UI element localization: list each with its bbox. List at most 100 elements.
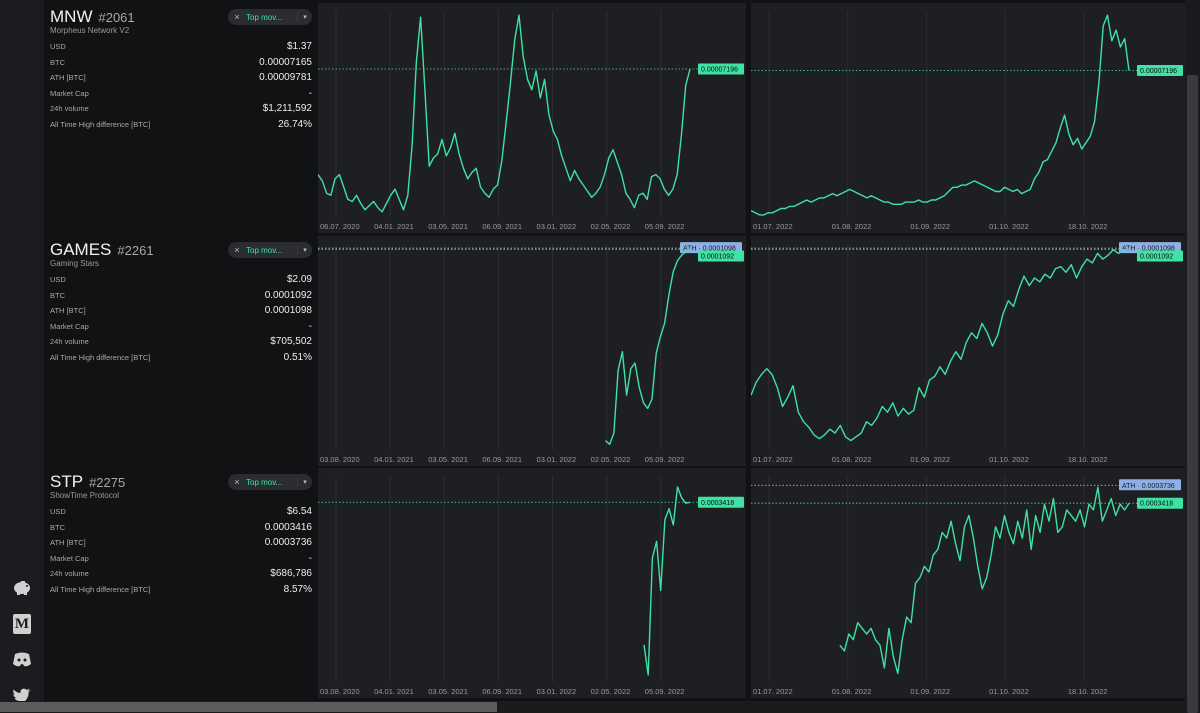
price-tag-label: 0.0001092 <box>1140 254 1173 261</box>
x-tick-label: 18.10. 2022 <box>1068 222 1108 231</box>
close-icon[interactable]: × <box>234 477 240 487</box>
coin-rank: #2061 <box>98 10 135 25</box>
vertical-scrollbar[interactable] <box>1185 0 1200 713</box>
stat-btc: BTC 0.0003416 <box>50 521 312 533</box>
x-tick-label: 03.08. 2020 <box>320 687 360 696</box>
x-tick-label: 01.10. 2022 <box>989 687 1029 696</box>
x-tick-label: 01.09. 2022 <box>910 222 950 231</box>
short-term-chart[interactable]: 01.07. 2022 01.08. 2022 01.09. 2022 01.10. … <box>751 468 1185 698</box>
medium-icon[interactable]: M <box>13 614 31 634</box>
coin-info-panel: MNW #2061 Morpheus Network V2 × Top mov..… <box>44 3 318 236</box>
stat-ath-difference: All Time High difference [BTC] 26.74% <box>50 118 312 130</box>
close-icon[interactable]: × <box>234 245 240 255</box>
price-line <box>643 486 691 676</box>
dropdown-label: Top mov... <box>246 477 283 487</box>
coin-name: Gaming Stars <box>50 259 99 268</box>
x-tick-label: 05.09. 2022 <box>645 687 685 696</box>
scrollbar-thumb[interactable] <box>1187 75 1198 713</box>
ath-tag <box>1119 242 1181 254</box>
ath-tag-label: ATH · 0.0001098 <box>683 246 736 253</box>
x-tick-label: 01.10. 2022 <box>989 222 1029 231</box>
x-tick-label: 01.07. 2022 <box>753 222 793 231</box>
stat-ath-btc: ATH [BTC] 0.00009781 <box>50 72 312 84</box>
x-tick-label: 02.05. 2022 <box>591 455 631 464</box>
piggy-bank-icon[interactable] <box>11 577 33 597</box>
coin-info-panel: STP #2275 ShowTime Protocol × Top mov... … <box>44 468 318 701</box>
x-tick-label: 05.09. 2022 <box>645 222 685 231</box>
chart-svg: 03.08. 2020 04.01. 2021 03.05. 2021 06.09. … <box>318 242 744 464</box>
coin-title: STP #2275 <box>50 472 125 492</box>
price-tag <box>698 496 744 508</box>
coin-row: GAMES #2261 Gaming Stars × Top mov... ▾ U… <box>44 236 1185 469</box>
stat-24h-volume: 24h volume $1,211,592 <box>50 103 312 115</box>
dropdown-label: Top mov... <box>246 245 283 255</box>
short-term-chart[interactable]: 01.07. 2022 01.08. 2022 01.09. 2022 01.10. … <box>751 3 1185 233</box>
x-tick-label: 01.08. 2022 <box>832 455 872 464</box>
stat-usd: USD $6.54 <box>50 506 312 518</box>
x-tick-label: 05.09. 2022 <box>645 455 685 464</box>
coin-symbol: STP <box>50 472 84 491</box>
x-tick-label: 01.10. 2022 <box>989 455 1029 464</box>
x-tick-label: 18.10. 2022 <box>1068 687 1108 696</box>
chevron-down-icon[interactable]: ▾ <box>297 478 312 486</box>
chevron-down-icon[interactable]: ▾ <box>297 13 312 21</box>
price-line <box>318 14 691 213</box>
stat-ath-difference: All Time High difference [BTC] 0.51% <box>50 351 312 363</box>
coin-name: Morpheus Network V2 <box>50 26 130 35</box>
stat-btc: BTC 0.0001092 <box>50 289 312 301</box>
list-dropdown[interactable]: × Top mov... ▾ <box>228 242 312 258</box>
stat-ath-btc: ATH [BTC] 0.0003736 <box>50 537 312 549</box>
coin-rank: #2275 <box>89 475 126 490</box>
scrollbar-thumb[interactable] <box>0 702 497 712</box>
price-line <box>751 14 1130 216</box>
ath-tag-label: ATH · 0.0001098 <box>1122 246 1175 253</box>
long-term-chart[interactable]: 06.07. 2020 04.01. 2021 03.05. 2021 06.09. … <box>318 3 746 233</box>
ath-tag <box>680 242 742 254</box>
x-tick-label: 01.08. 2022 <box>832 687 872 696</box>
x-tick-label: 01.09. 2022 <box>910 455 950 464</box>
price-tag-label: 0.0003418 <box>701 500 734 507</box>
stats-list: USD $1.37 BTC 0.00007165 ATH [BTC] 0.000097… <box>50 39 312 132</box>
chevron-down-icon[interactable]: ▾ <box>297 246 312 254</box>
price-line <box>839 486 1130 675</box>
list-dropdown[interactable]: × Top mov... ▾ <box>228 9 312 25</box>
stat-usd: USD $1.37 <box>50 41 312 53</box>
list-dropdown[interactable]: × Top mov... ▾ <box>228 474 312 490</box>
x-tick-label: 03.05. 2021 <box>428 687 468 696</box>
stat-market-cap: Market Cap - <box>50 552 312 564</box>
x-tick-label: 03.01. 2022 <box>537 222 577 231</box>
stats-list: USD $6.54 BTC 0.0003416 ATH [BTC] 0.0003736… <box>50 504 312 597</box>
coin-symbol: MNW <box>50 7 93 26</box>
price-tag-label: 0.0003418 <box>1140 501 1173 508</box>
left-rail: M <box>0 0 44 713</box>
coin-row: STP #2275 ShowTime Protocol × Top mov... … <box>44 468 1185 701</box>
chart-svg: 06.07. 2020 04.01. 2021 03.05. 2021 06.09. … <box>318 11 744 231</box>
stat-usd: USD $2.09 <box>50 274 312 286</box>
x-tick-label: 01.07. 2022 <box>753 455 793 464</box>
price-tag-label: 0.00007196 <box>1140 68 1177 75</box>
chart-svg: 01.07. 2022 01.08. 2022 01.09. 2022 01.10. … <box>751 242 1183 464</box>
twitter-icon[interactable] <box>11 686 33 706</box>
coin-name: ShowTime Protocol <box>50 491 120 500</box>
ath-tag <box>1119 479 1181 491</box>
price-tag <box>1137 64 1183 76</box>
stat-24h-volume: 24h volume $686,786 <box>50 568 312 580</box>
stat-market-cap: Market Cap - <box>50 320 312 332</box>
x-tick-label: 03.08. 2020 <box>320 455 360 464</box>
discord-icon[interactable] <box>11 650 33 670</box>
x-tick-label: 18.10. 2022 <box>1068 455 1108 464</box>
long-term-chart[interactable]: 03.08. 2020 04.01. 2021 03.05. 2021 06.09. … <box>318 468 746 698</box>
close-icon[interactable]: × <box>234 12 240 22</box>
short-term-chart[interactable]: 01.07. 2022 01.08. 2022 01.09. 2022 01.10. … <box>751 236 1185 466</box>
x-tick-label: 06.09. 2021 <box>482 687 522 696</box>
price-tag <box>1137 497 1183 509</box>
horizontal-scrollbar[interactable] <box>0 701 1185 713</box>
x-tick-label: 06.07. 2020 <box>320 222 360 231</box>
x-tick-label: 03.01. 2022 <box>537 687 577 696</box>
x-tick-label: 06.09. 2021 <box>482 222 522 231</box>
long-term-chart[interactable]: 03.08. 2020 04.01. 2021 03.05. 2021 06.09. … <box>318 236 746 466</box>
chart-svg: 03.08. 2020 04.01. 2021 03.05. 2021 06.09. … <box>318 476 744 696</box>
price-line <box>751 248 1130 442</box>
stat-ath-btc: ATH [BTC] 0.0001098 <box>50 305 312 317</box>
x-tick-label: 01.07. 2022 <box>753 687 793 696</box>
